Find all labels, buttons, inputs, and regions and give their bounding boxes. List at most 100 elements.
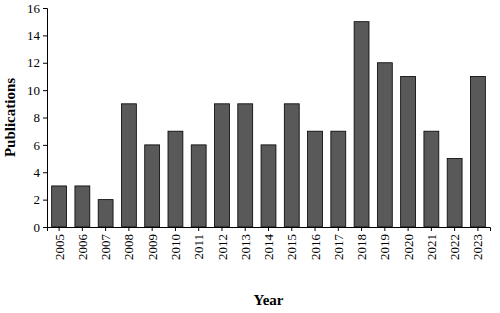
- y-tick: 12: [27, 55, 47, 70]
- y-tick-label: 4: [34, 165, 41, 180]
- x-tick-mark: [454, 227, 455, 231]
- x-tick-mark: [268, 227, 269, 231]
- x-tick: 2019: [377, 227, 392, 260]
- x-tick-mark: [82, 227, 83, 231]
- x-tick-mark: [315, 227, 316, 231]
- x-tick-mark: [245, 227, 246, 231]
- bar: [215, 104, 230, 227]
- bar: [238, 104, 253, 227]
- x-tick: 2014: [261, 227, 276, 260]
- x-tick: 2008: [121, 227, 136, 260]
- bar: [377, 63, 392, 227]
- y-tick-mark: [43, 172, 47, 173]
- bar: [284, 104, 299, 227]
- x-tick-mark: [431, 227, 432, 231]
- y-tick: 8: [34, 110, 48, 125]
- y-axis-title: Publications: [2, 78, 18, 157]
- bar: [401, 76, 416, 227]
- x-tick-label: 2022: [447, 234, 462, 260]
- bar: [331, 131, 346, 227]
- x-tick-label: 2006: [75, 234, 90, 261]
- y-tick-mark: [43, 35, 47, 36]
- y-tick-label: 12: [27, 55, 40, 70]
- x-tick-label: 2018: [354, 234, 369, 260]
- bar: [52, 186, 67, 227]
- x-tick-mark: [408, 227, 409, 231]
- x-tick: 2010: [168, 227, 183, 260]
- y-axis: 0 2 4 6 8 10 12 14 16: [27, 1, 48, 235]
- x-tick-label: 2015: [284, 234, 299, 260]
- x-tick-mark: [152, 227, 153, 231]
- y-tick-mark: [43, 200, 47, 201]
- y-tick: 10: [27, 83, 47, 98]
- y-tick-mark: [43, 90, 47, 91]
- bar: [261, 145, 276, 227]
- bar: [75, 186, 90, 227]
- y-tick: 2: [34, 192, 48, 207]
- x-tick-mark: [128, 227, 129, 231]
- x-tick-label: 2013: [238, 234, 253, 260]
- x-tick: 2015: [284, 227, 299, 260]
- y-tick-label: 16: [27, 1, 41, 16]
- x-tick-label: 2008: [121, 234, 136, 260]
- x-tick-label: 2010: [168, 234, 183, 260]
- bars: [52, 22, 486, 227]
- y-tick: 0: [34, 220, 48, 235]
- y-tick-mark: [43, 8, 47, 9]
- y-tick: 14: [27, 28, 47, 43]
- x-tick: 2018: [354, 227, 369, 260]
- x-tick: 2011: [191, 227, 206, 260]
- y-tick-mark: [43, 63, 47, 64]
- y-tick: 6: [34, 138, 48, 153]
- x-tick-mark: [361, 227, 362, 231]
- x-tick-mark: [105, 227, 106, 231]
- bar: [121, 104, 136, 227]
- x-tick-label: 2011: [191, 234, 206, 260]
- x-tick-mark: [338, 227, 339, 231]
- x-axis-title: Year: [254, 292, 284, 308]
- y-tick-mark: [43, 118, 47, 119]
- y-tick: 4: [34, 165, 48, 180]
- y-tick-label: 0: [34, 220, 41, 235]
- y-tick-mark: [43, 227, 47, 228]
- x-tick: 2013: [238, 227, 253, 260]
- x-tick-mark: [175, 227, 176, 231]
- bar: [168, 131, 183, 227]
- x-tick: 2009: [145, 227, 160, 260]
- x-tick: 2021: [424, 227, 439, 260]
- x-tick-mark: [384, 227, 385, 231]
- bar: [447, 159, 462, 227]
- x-tick-label: 2021: [424, 234, 439, 260]
- x-axis: 2005 2006 2007 2008 2009 2010 2011 2012 2013 2014…: [48, 227, 491, 260]
- x-tick-mark: [59, 227, 60, 231]
- y-axis-line: [43, 9, 48, 228]
- x-tick: 2012: [215, 227, 230, 260]
- bar: [470, 76, 485, 227]
- x-tick-label: 2019: [377, 234, 392, 260]
- x-axis-line: [48, 228, 491, 232]
- x-tick-label: 2007: [98, 234, 113, 261]
- bar: [145, 145, 160, 227]
- x-tick-label: 2014: [261, 234, 276, 261]
- x-tick-label: 2012: [215, 234, 230, 260]
- x-tick-label: 2023: [470, 234, 485, 260]
- x-tick: 2006: [75, 227, 90, 260]
- x-tick-label: 2016: [308, 234, 323, 261]
- x-tick: 2005: [52, 227, 67, 260]
- bar: [191, 145, 206, 227]
- y-tick-label: 6: [34, 138, 41, 153]
- plot: 0 2 4 6 8 10 12 14 16 2005 2006 2007 2008 2009 2010 201…: [27, 1, 491, 260]
- bar: [98, 200, 113, 227]
- x-tick: 2007: [98, 227, 113, 260]
- x-tick-mark: [198, 227, 199, 231]
- x-tick-label: 2005: [52, 234, 67, 260]
- x-tick-mark: [221, 227, 222, 231]
- x-tick-mark: [291, 227, 292, 231]
- y-tick-label: 10: [27, 83, 40, 98]
- x-tick: 2016: [308, 227, 323, 260]
- bar: [424, 131, 439, 227]
- x-tick-label: 2017: [331, 234, 346, 261]
- y-tick-label: 8: [34, 110, 41, 125]
- x-tick: 2022: [447, 227, 462, 260]
- x-tick: 2017: [331, 227, 346, 260]
